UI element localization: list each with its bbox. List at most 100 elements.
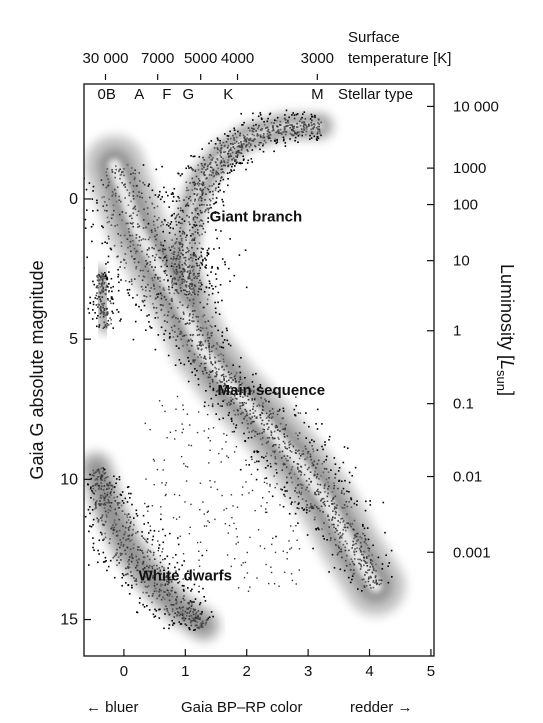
star-dot xyxy=(162,304,164,307)
field-star-dot xyxy=(198,550,200,552)
star-dot xyxy=(231,163,234,165)
star-dot xyxy=(230,381,233,384)
star-dot xyxy=(198,220,201,223)
star-dot xyxy=(340,492,343,494)
star-dot xyxy=(237,142,240,145)
star-dot xyxy=(175,283,178,285)
star-dot xyxy=(113,496,115,499)
star-dot xyxy=(118,170,120,173)
star-dot xyxy=(193,181,196,183)
star-dot xyxy=(188,197,190,200)
star-dot xyxy=(178,333,181,335)
star-dot xyxy=(145,540,147,542)
star-dot xyxy=(301,487,303,489)
star-dot xyxy=(318,125,320,128)
star-dot xyxy=(175,317,177,319)
star-dot xyxy=(158,567,161,569)
star-dot xyxy=(204,257,206,260)
star-dot xyxy=(263,136,265,139)
star-dot xyxy=(231,158,233,161)
star-dot xyxy=(208,247,210,250)
star-dot xyxy=(230,386,232,388)
star-dot xyxy=(113,521,116,524)
star-dot xyxy=(97,468,100,471)
star-dot xyxy=(124,526,127,529)
star-dot xyxy=(234,397,237,399)
star-dot xyxy=(367,569,369,572)
field-star-dot xyxy=(214,481,216,483)
star-dot xyxy=(366,562,368,564)
star-dot xyxy=(333,487,335,490)
star-dot xyxy=(110,494,112,496)
star-dot xyxy=(225,390,228,392)
star-dot xyxy=(192,273,195,276)
star-dot xyxy=(260,117,263,119)
star-dot xyxy=(264,398,266,401)
star-dot xyxy=(308,477,311,480)
star-dot xyxy=(218,368,220,371)
star-dot xyxy=(193,239,195,241)
star-dot xyxy=(229,130,231,133)
star-dot xyxy=(289,443,292,445)
star-dot xyxy=(210,166,212,168)
star-dot xyxy=(231,151,234,154)
star-dot xyxy=(315,467,317,469)
star-dot xyxy=(145,576,147,578)
star-dot xyxy=(120,245,123,247)
star-dot xyxy=(288,441,290,444)
star-dot xyxy=(223,368,225,371)
star-dot xyxy=(206,252,209,254)
star-dot xyxy=(162,541,165,544)
star-dot xyxy=(191,616,193,619)
star-dot xyxy=(312,127,314,130)
star-dot xyxy=(152,220,155,223)
star-dot xyxy=(300,493,302,495)
star-dot xyxy=(276,410,279,412)
star-dot xyxy=(100,291,103,294)
star-dot xyxy=(185,167,187,170)
star-dot xyxy=(238,365,241,368)
star-dot xyxy=(184,260,187,262)
star-dot xyxy=(233,375,236,378)
star-dot xyxy=(313,473,316,475)
star-dot xyxy=(178,606,181,609)
star-dot xyxy=(207,320,210,322)
field-star-dot xyxy=(142,537,145,539)
star-dot xyxy=(337,545,340,547)
star-dot xyxy=(216,266,219,269)
star-dot xyxy=(177,537,179,539)
star-dot xyxy=(284,119,287,121)
star-dot xyxy=(92,469,95,472)
star-dot xyxy=(208,350,211,353)
star-dot xyxy=(342,529,345,531)
star-dot xyxy=(87,483,89,486)
star-dot xyxy=(124,497,127,500)
star-dot xyxy=(201,283,203,286)
star-dot xyxy=(247,127,250,129)
star-dot xyxy=(225,386,228,389)
field-star-dot xyxy=(144,538,146,540)
star-dot xyxy=(189,283,192,285)
star-dot xyxy=(189,313,191,315)
star-dot xyxy=(322,471,325,474)
star-dot xyxy=(258,460,260,463)
star-dot xyxy=(92,546,94,549)
star-dot xyxy=(173,277,176,279)
star-dot xyxy=(175,241,178,243)
star-dot xyxy=(186,344,188,346)
field-star-dot xyxy=(190,444,193,447)
star-dot xyxy=(251,421,253,424)
star-dot xyxy=(333,523,335,526)
field-star-dot xyxy=(245,414,248,416)
star-dot xyxy=(198,180,201,182)
star-dot xyxy=(239,145,242,148)
star-dot xyxy=(259,438,262,441)
star-dot xyxy=(176,255,179,257)
star-dot xyxy=(333,526,335,529)
star-dot xyxy=(117,268,119,271)
star-dot xyxy=(112,527,114,529)
star-dot xyxy=(124,197,126,199)
star-dot xyxy=(328,526,331,528)
star-dot xyxy=(324,504,326,507)
star-dot xyxy=(255,478,258,481)
